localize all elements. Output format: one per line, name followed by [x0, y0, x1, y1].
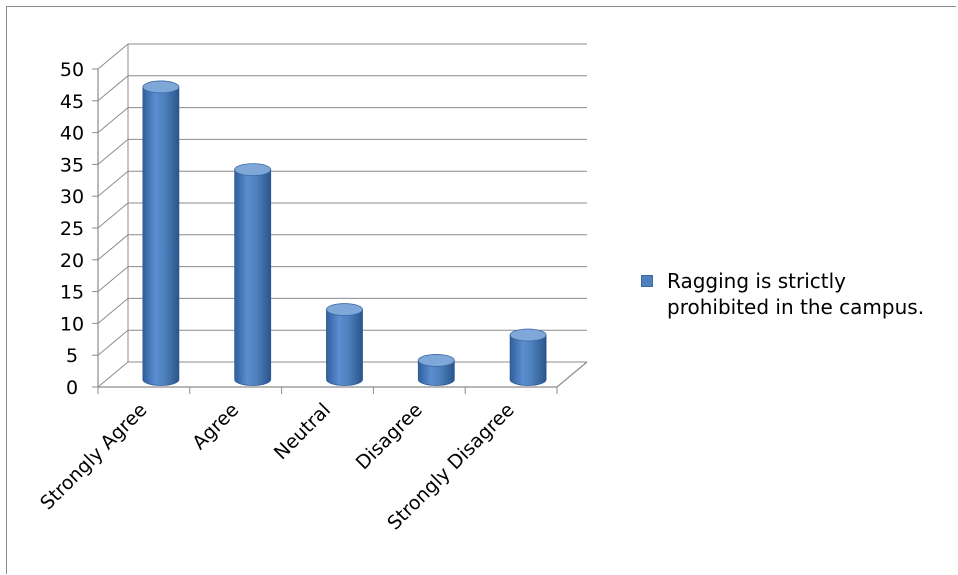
x-tick-label: Strongly Agree [36, 399, 151, 514]
legend-label: Ragging is strictly prohibited in the ca… [667, 269, 925, 319]
bar-body [142, 86, 180, 386]
gridlines [97, 43, 587, 363]
bar [142, 80, 180, 386]
y-tick-labels: 0 5 10 15 20 25 30 35 40 45 50 [60, 59, 84, 399]
bar-body [326, 309, 363, 386]
bar-top [142, 80, 180, 94]
gridline-side [97, 202, 129, 229]
bar-body [417, 360, 455, 386]
y-tick-label: 20 [60, 250, 84, 272]
gridline-side [97, 170, 129, 197]
y-tick-label: 25 [60, 218, 84, 240]
bar-top [326, 303, 363, 316]
floor-left-edge [97, 361, 129, 388]
y-tick-label: 0 [66, 377, 78, 399]
y-tick-label: 35 [60, 154, 84, 176]
bar-body [509, 334, 547, 386]
legend: Ragging is strictly prohibited in the ca… [641, 268, 951, 320]
bars [142, 80, 547, 386]
x-tick-label: Neutral [270, 399, 335, 464]
bar-body [234, 169, 272, 386]
y-tick-label: 40 [60, 123, 84, 145]
gridline-side [97, 298, 129, 324]
legend-swatch [641, 275, 653, 287]
bar-top [234, 163, 272, 177]
bar [326, 303, 363, 386]
x-tick-label: Agree [188, 399, 243, 454]
bar [417, 354, 455, 386]
y-tick-label: 5 [66, 345, 78, 367]
y-tick-label: 15 [60, 282, 84, 304]
floor-right-edge [556, 361, 588, 388]
x-tick-label: Disagree [352, 399, 427, 474]
y-tick-label: 30 [60, 186, 84, 208]
gridline-side [97, 234, 129, 261]
bar-top [417, 354, 455, 367]
gridline-side [97, 266, 129, 292]
y-tick-label: 50 [60, 59, 84, 81]
gridline-side [97, 43, 129, 70]
gridline-side [97, 329, 129, 356]
gridline-side [97, 75, 129, 102]
bar [234, 163, 272, 386]
y-tick-label: 45 [60, 91, 84, 113]
axes [92, 44, 588, 394]
gridline-side [97, 139, 129, 165]
gridline-side [97, 107, 129, 133]
bar-top [509, 328, 547, 342]
bar [509, 328, 547, 386]
y-tick-label: 10 [60, 313, 84, 335]
x-tick-labels: Strongly Agree Agree Neutral DisagreeStrong… [36, 399, 518, 534]
